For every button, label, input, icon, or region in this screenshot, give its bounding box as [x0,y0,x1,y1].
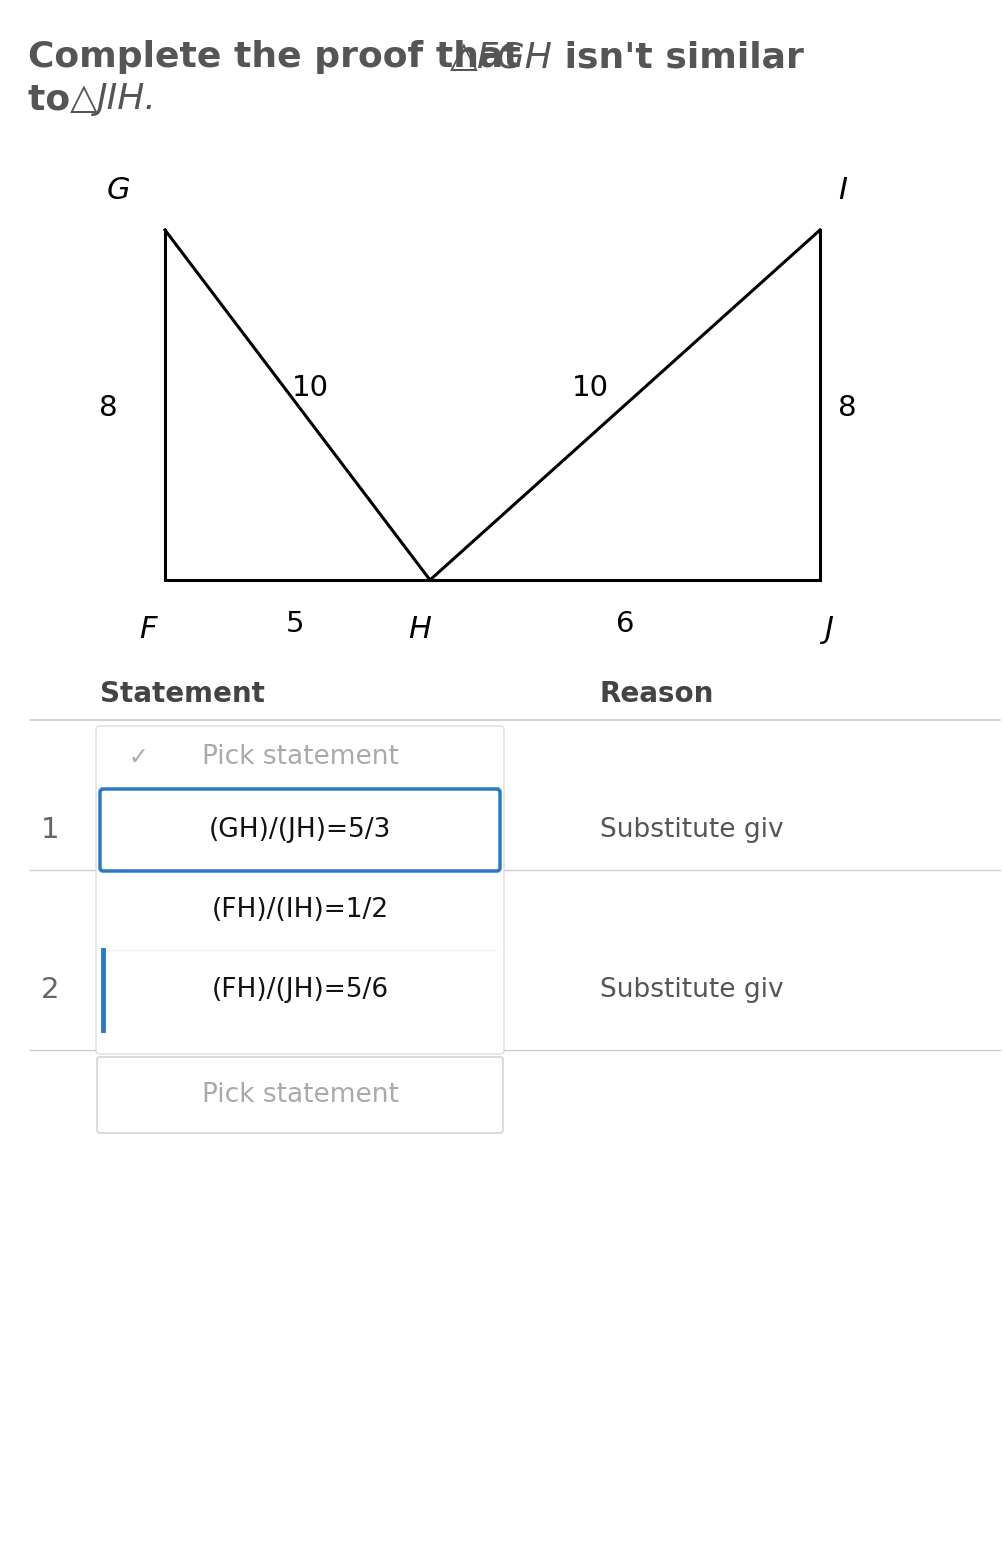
Text: 10: 10 [291,374,328,402]
Text: Statement: Statement [100,680,265,708]
FancyBboxPatch shape [97,1057,503,1133]
Text: J: J [824,615,833,645]
Text: Substitute giv: Substitute giv [600,977,783,1003]
Text: (FH)/(IH)=1/2: (FH)/(IH)=1/2 [212,897,388,923]
Text: Pick statement: Pick statement [202,744,398,770]
FancyBboxPatch shape [100,788,499,870]
Text: isn't similar: isn't similar [552,40,803,74]
Text: 1: 1 [41,816,59,844]
Text: Substitute giv: Substitute giv [600,816,783,843]
Text: 5: 5 [286,611,304,638]
Text: △: △ [70,82,97,116]
Text: 10: 10 [571,374,608,402]
Text: 2: 2 [41,976,59,1003]
Text: Complete the proof that: Complete the proof that [28,40,533,74]
Text: (GH)/(JH)=5/3: (GH)/(JH)=5/3 [209,816,391,843]
Text: H: H [408,615,431,645]
Text: 8: 8 [838,394,856,422]
Text: FGH: FGH [475,40,552,74]
Text: I: I [838,176,847,206]
FancyBboxPatch shape [96,727,504,1054]
Text: △: △ [449,40,477,74]
Text: F: F [139,615,156,645]
Text: 8: 8 [99,394,118,422]
Text: (FH)/(JH)=5/6: (FH)/(JH)=5/6 [212,977,388,1003]
Text: to: to [28,82,82,116]
Text: ✓: ✓ [127,745,147,768]
Text: Reason: Reason [600,680,714,708]
Text: G: G [106,176,129,206]
Text: Pick statement: Pick statement [202,1082,398,1108]
Text: 6: 6 [615,611,634,638]
Text: JIH.: JIH. [97,82,156,116]
